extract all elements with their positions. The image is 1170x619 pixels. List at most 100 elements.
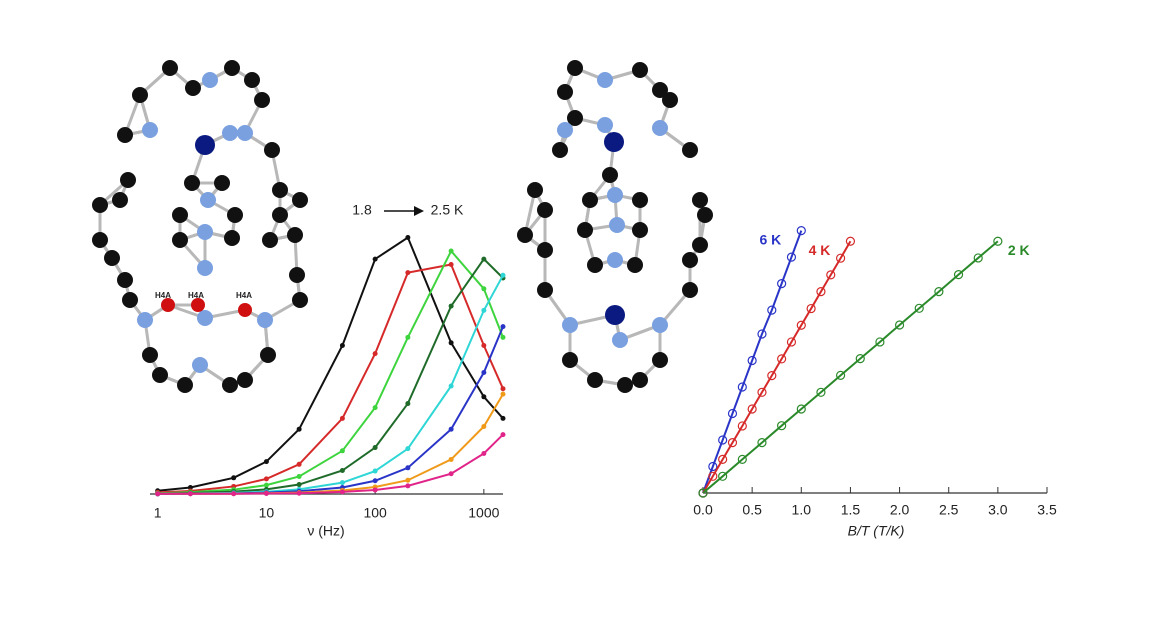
- data-point: [372, 487, 378, 493]
- atom: [652, 352, 668, 368]
- atom: [197, 260, 213, 276]
- atom: [237, 125, 253, 141]
- data-point: [934, 287, 944, 297]
- data-point: [767, 305, 777, 315]
- atom-label: H4A: [236, 291, 252, 300]
- atom: [577, 222, 593, 238]
- data-point: [296, 426, 302, 432]
- atom: [142, 122, 158, 138]
- x-tick-label: 100: [363, 505, 387, 521]
- data-point: [727, 438, 738, 448]
- atom: [607, 252, 623, 268]
- data-point: [481, 343, 487, 348]
- data-point: [405, 270, 411, 276]
- data-point: [835, 253, 846, 263]
- atom: [537, 202, 553, 218]
- atom: [552, 142, 568, 158]
- atom: [162, 60, 178, 76]
- data-point: [708, 471, 718, 481]
- data-point: [448, 456, 454, 462]
- x-tick-label: 3.5: [1037, 502, 1057, 518]
- data-point: [953, 270, 964, 280]
- atom: [120, 172, 136, 188]
- data-point: [747, 355, 757, 366]
- molecules: [92, 60, 713, 393]
- atom: [289, 267, 305, 283]
- atom: [632, 222, 648, 238]
- data-point: [796, 404, 806, 414]
- data-point: [767, 371, 777, 381]
- atom: [264, 142, 280, 158]
- atom: [697, 207, 713, 223]
- atom: [292, 292, 308, 308]
- data-point: [835, 370, 846, 380]
- data-point: [737, 382, 747, 392]
- atom: [517, 227, 533, 243]
- atom: [662, 92, 678, 108]
- series-line: [157, 393, 504, 495]
- data-point: [372, 351, 378, 357]
- data-point: [296, 482, 302, 488]
- atom: [227, 207, 243, 223]
- atom: [272, 207, 288, 223]
- data-point: [500, 272, 506, 278]
- data-point: [777, 354, 787, 364]
- data-point: [448, 262, 454, 267]
- data-point: [372, 478, 378, 484]
- data-point: [786, 252, 797, 262]
- data-point: [500, 386, 506, 392]
- annotation-arrowhead: [414, 206, 424, 216]
- x-tick-label: 2.0: [890, 502, 910, 518]
- data-point: [372, 468, 378, 474]
- atom: [184, 175, 200, 191]
- atom: [617, 377, 633, 393]
- atom: [567, 110, 583, 126]
- atom: [537, 242, 553, 258]
- data-point: [914, 303, 924, 313]
- atom: [197, 224, 213, 240]
- x-axis-title: ν (Hz): [307, 523, 344, 539]
- x-axis-title: B/T (T/K): [848, 523, 905, 539]
- x-tick-label: 1.5: [841, 502, 861, 518]
- data-point: [500, 391, 506, 397]
- atom: [185, 80, 201, 96]
- atom: [597, 117, 613, 133]
- data-point: [481, 370, 487, 375]
- atom: [112, 192, 128, 208]
- data-point: [296, 473, 302, 479]
- data-point: [777, 279, 787, 289]
- data-point: [973, 253, 983, 263]
- atom: [527, 182, 543, 198]
- data-point: [448, 426, 454, 432]
- data-point: [757, 329, 767, 339]
- data-point: [187, 491, 193, 497]
- atom: [272, 182, 288, 198]
- atom: [200, 192, 216, 208]
- data-point: [296, 490, 302, 496]
- atom: [557, 122, 573, 138]
- atom: [587, 372, 603, 388]
- data-point: [339, 480, 345, 486]
- data-point: [718, 454, 728, 464]
- atom: [177, 377, 193, 393]
- data-point: [405, 483, 411, 489]
- atom: [122, 292, 138, 308]
- data-point: [372, 405, 378, 411]
- atom: [202, 72, 218, 88]
- atom: [632, 192, 648, 208]
- atom: [238, 303, 252, 317]
- atom: [254, 92, 270, 108]
- data-point: [875, 337, 885, 347]
- fit-line: [702, 240, 852, 494]
- atom: [562, 317, 578, 333]
- atom: [604, 132, 624, 152]
- data-point: [500, 432, 506, 438]
- data-point: [448, 471, 454, 477]
- data-point: [263, 476, 269, 482]
- atom: [260, 347, 276, 363]
- atom: [224, 230, 240, 246]
- atom: [557, 84, 573, 100]
- data-point: [405, 401, 411, 407]
- data-point: [187, 485, 193, 491]
- data-point: [500, 324, 506, 330]
